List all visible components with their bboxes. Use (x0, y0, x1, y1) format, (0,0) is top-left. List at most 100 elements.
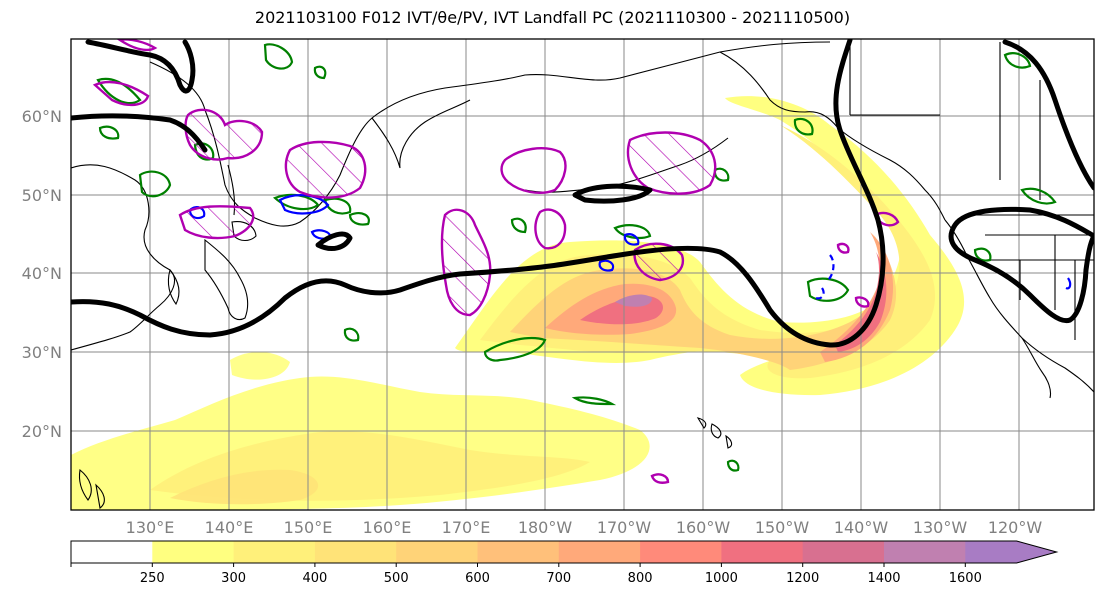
theta-e-contour (510, 217, 527, 234)
theta-e-contour (348, 212, 370, 226)
pv-positive-region (836, 242, 850, 254)
colorbar: 250 300 400 500 600 700 800 1000 1200 1400 1600 (70, 540, 1059, 586)
theta-e-contour (343, 327, 360, 342)
pv-negative-contour (1065, 277, 1072, 290)
coast-baja (1021, 337, 1052, 399)
map-title: 2021103100 F012 IVT/θe/PV, IVT Landfall … (254, 8, 851, 27)
colorbar-tick-label: 1000 (705, 571, 738, 586)
lon-label: 120°W (988, 518, 1043, 537)
pv-negative-contour (815, 287, 825, 300)
lon-label: 160°W (676, 518, 731, 537)
tropopause-west-coast-low (948, 206, 1094, 324)
tropopause-main (71, 39, 886, 348)
pv-positive-region (284, 140, 367, 199)
colorbar-tick-label: 600 (465, 571, 490, 586)
lon-label: 170°E (442, 518, 491, 537)
tropopause-aleutian-low (572, 183, 653, 204)
lon-label: 140°W (834, 518, 889, 537)
tropopause-contours (71, 39, 1094, 348)
latitude-labels: 60°N 50°N 40°N 30°N 20°N (22, 107, 62, 441)
colorbar-tick-label: 1400 (867, 571, 900, 586)
pv-positive-region (92, 80, 150, 107)
colorbar-tick-label: 250 (140, 571, 165, 586)
ivt-subtropical-patch (170, 469, 319, 505)
pv-positive-region (500, 147, 567, 194)
tropopause-northeast (1002, 39, 1094, 191)
pv-negative-contour (623, 233, 640, 246)
pv-positive-region (534, 208, 567, 250)
pv-positive-region (650, 473, 670, 484)
map-frame (70, 38, 1095, 511)
theta-e-contour (98, 125, 120, 140)
colorbar-segment (314, 541, 397, 563)
border-canada-internal (849, 42, 1041, 200)
theta-e-contour (138, 170, 172, 198)
colorbar-tick-label: 500 (384, 571, 409, 586)
colorbar-tick-label: 1600 (949, 571, 982, 586)
theta-e-contour (483, 337, 547, 362)
theta-e-contour (793, 117, 814, 136)
border-us-states (985, 234, 1094, 340)
pv-positive-region (178, 205, 255, 240)
pv-positive-region (626, 131, 717, 195)
theta-e-contour (973, 247, 992, 262)
coast-hawaii (696, 417, 733, 449)
tropopause-northwest (71, 113, 208, 153)
pv-negative-contour (278, 194, 330, 215)
colorbar-segment (884, 541, 966, 563)
colorbar-outline (70, 540, 1059, 564)
longitude-labels: 130°E 140°E 150°E 160°E 170°E 180°W 170°… (126, 518, 1043, 537)
theta-e-contour (571, 396, 617, 406)
theta-e-contour (613, 224, 652, 239)
lon-label: 180°W (518, 518, 573, 537)
theta-e-contour (313, 65, 327, 80)
pv-positive-region (116, 39, 158, 52)
theta-e-contours (96, 43, 1057, 472)
lon-label: 160°E (363, 518, 412, 537)
colorbar-segment (640, 541, 722, 563)
tropopause-northwest-upper (85, 39, 196, 94)
theta-e-contour (713, 167, 730, 182)
ivt-river-east-1000 (835, 252, 887, 352)
theta-e-contour (96, 77, 142, 105)
lon-label: 140°E (205, 518, 254, 537)
pv-positive-region (854, 296, 870, 308)
lon-label: 150°W (755, 518, 810, 537)
coast-japan (204, 238, 249, 321)
lat-label: 50°N (22, 186, 62, 205)
theta-e-contour (1020, 187, 1057, 205)
colorbar-segment (71, 541, 153, 563)
colorbar-tick-label: 300 (221, 571, 246, 586)
colorbar-segment (152, 541, 235, 563)
lon-label: 130°W (913, 518, 968, 537)
pv-negative-contour (825, 254, 835, 283)
tropopause-sea-of-okhotsk (315, 231, 353, 251)
coast-kamchatka (371, 99, 471, 169)
theta-e-contour (272, 193, 320, 211)
colorbar-tick-label: 700 (546, 571, 571, 586)
colorbar-extend-arrow (965, 541, 1057, 563)
colorbar-segment (477, 541, 560, 563)
colorbar-segment (396, 541, 478, 563)
lon-label: 130°E (126, 518, 175, 537)
pv-positive-region (440, 208, 492, 317)
lon-label: 150°E (284, 518, 333, 537)
theta-e-contour (323, 197, 352, 215)
pv-negative-contour (598, 259, 615, 272)
lon-label: 170°W (597, 518, 652, 537)
ivt-river-400 (510, 230, 897, 370)
lat-label: 20°N (22, 422, 62, 441)
map-layers (71, 39, 1094, 510)
colorbar-segment (721, 541, 804, 563)
lat-label: 30°N (22, 343, 62, 362)
ivt-west-patch (230, 351, 290, 380)
ivt-shading (71, 96, 965, 510)
colorbar-tick-label: 800 (628, 571, 653, 586)
theta-e-contour (726, 459, 740, 472)
lat-label: 40°N (22, 264, 62, 283)
graticule (71, 39, 1094, 510)
colorbar-tick-label: 400 (302, 571, 327, 586)
theta-e-contour (263, 43, 294, 70)
theta-e-contour (1003, 52, 1032, 69)
